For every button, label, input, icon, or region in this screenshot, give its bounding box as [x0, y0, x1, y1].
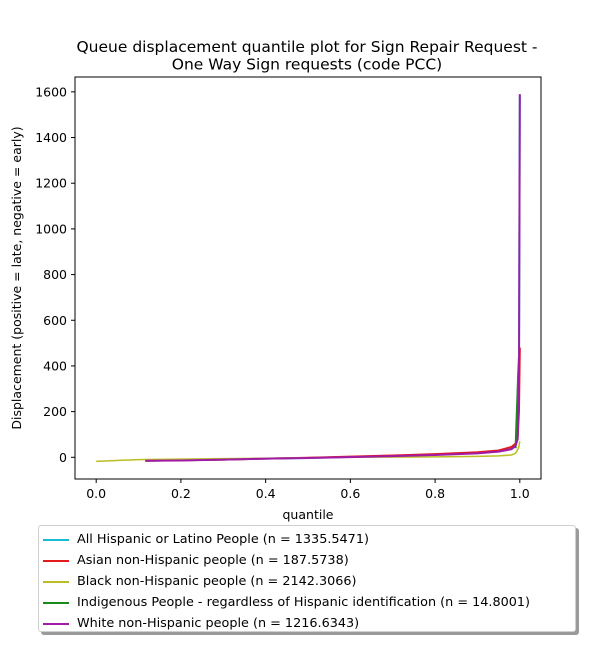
legend-swatch — [43, 622, 69, 625]
legend-label: White non-Hispanic people (n = 1216.6343… — [77, 616, 360, 631]
legend-label: Indigenous People - regardless of Hispan… — [77, 595, 531, 610]
y-tick-label: 600 — [43, 313, 67, 328]
chart-title: Queue displacement quantile plot for Sig… — [76, 38, 537, 74]
series-line — [145, 347, 521, 462]
legend-item: Black non-Hispanic people (n = 2142.3066… — [39, 571, 575, 592]
plot-frame — [74, 76, 542, 480]
y-tick-label: 0 — [59, 450, 67, 465]
legend: All Hispanic or Latino People (n = 1335.… — [38, 525, 576, 632]
y-tick-label: 200 — [43, 404, 67, 419]
legend-label: All Hispanic or Latino People (n = 1335.… — [77, 532, 369, 547]
y-tick-label: 1600 — [35, 84, 67, 99]
chart-title-line: One Way Sign requests (code PCC) — [172, 56, 442, 74]
x-tick-label: 0.0 — [86, 486, 106, 501]
x-tick-label: 0.6 — [340, 486, 360, 501]
x-axis-label: quantile — [283, 507, 334, 522]
legend-swatch — [43, 601, 69, 604]
y-tick-label: 1000 — [35, 221, 67, 236]
legend-label: Black non-Hispanic people (n = 2142.3066… — [77, 574, 357, 589]
series-line — [145, 95, 521, 462]
x-tick-label: 0.2 — [171, 486, 191, 501]
legend-swatch — [43, 538, 69, 541]
legend-label: Asian non-Hispanic people (n = 187.5738) — [77, 553, 349, 568]
x-tick-label: 0.4 — [256, 486, 276, 501]
y-tick-label: 400 — [43, 358, 67, 373]
legend-item: All Hispanic or Latino People (n = 1335.… — [39, 529, 575, 550]
plot-area — [96, 94, 521, 463]
series-line — [145, 94, 521, 462]
chart-title-line: Queue displacement quantile plot for Sig… — [76, 38, 537, 56]
legend-swatch — [43, 580, 69, 583]
y-axis-label: Displacement (positive = late, negative … — [9, 126, 24, 429]
legend-item: Asian non-Hispanic people (n = 187.5738) — [39, 550, 575, 571]
y-tick-label: 1400 — [35, 130, 67, 145]
x-axis-ticks: 0.0 0.2 0.4 0.6 0.8 1.0 — [86, 479, 530, 501]
y-axis-ticks: 0 200 400 600 800 1000 1200 1400 1600 — [35, 84, 75, 465]
chart: Queue displacement quantile plot for Sig… — [9, 38, 542, 522]
y-tick-label: 800 — [43, 267, 67, 282]
legend-swatch — [43, 559, 69, 562]
x-tick-label: 0.8 — [425, 486, 445, 501]
legend-item: Indigenous People - regardless of Hispan… — [39, 592, 575, 613]
x-tick-label: 1.0 — [510, 486, 530, 501]
legend-item: White non-Hispanic people (n = 1216.6343… — [39, 613, 575, 634]
y-tick-label: 1200 — [35, 176, 67, 191]
